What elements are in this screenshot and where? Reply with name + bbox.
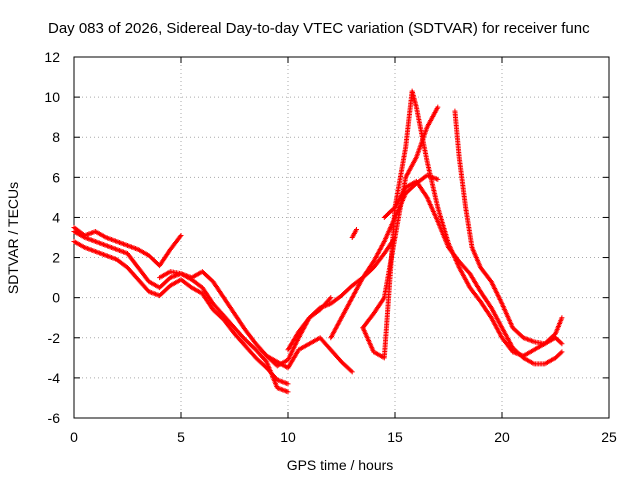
x-tick-label: 0 [70, 429, 78, 445]
data-point [178, 232, 184, 238]
series-track-2 [71, 239, 291, 387]
data-point [353, 226, 359, 232]
plot-frame [73, 56, 610, 419]
data-point [327, 296, 333, 302]
y-axis-label: SDTVAR / TECUs [5, 182, 21, 294]
y-tick-label: 2 [52, 250, 60, 266]
series-track-12 [381, 88, 565, 359]
data-point [559, 341, 565, 347]
y-tick-label: 4 [52, 209, 60, 225]
x-tick-label: 20 [494, 429, 510, 445]
data-point [558, 340, 564, 346]
series-track-3 [71, 224, 184, 269]
series-track-7 [328, 172, 441, 341]
x-axis-label: GPS time / hours [287, 457, 394, 473]
data-point [559, 315, 565, 321]
data-point [559, 349, 565, 355]
y-tick-label: -6 [48, 410, 61, 426]
axis-ticks: 0 5 10 15 20 25 -6 -4 -2 0 2 4 6 8 10 12 [44, 49, 617, 445]
y-tick-label: 8 [52, 129, 60, 145]
data-point [328, 295, 334, 301]
x-tick-label: 10 [280, 429, 296, 445]
data-point [349, 369, 355, 375]
data-point [558, 350, 564, 356]
data-point [435, 104, 441, 110]
series-track-10 [349, 226, 359, 240]
data-series [71, 88, 565, 395]
y-tick-label: 6 [52, 169, 60, 185]
y-tick-label: -2 [48, 330, 61, 346]
data-point [285, 381, 291, 387]
series-track-8 [360, 104, 441, 331]
series-track-6 [285, 235, 398, 353]
x-tick-label: 25 [601, 429, 617, 445]
data-point [391, 205, 397, 211]
series-track-13 [452, 108, 565, 347]
data-point [285, 389, 291, 395]
x-tick-label: 15 [387, 429, 403, 445]
data-point [263, 358, 269, 364]
y-tick-label: 12 [44, 49, 60, 65]
chart-title: Day 083 of 2026, Sidereal Day-to-day VTE… [48, 20, 590, 37]
series-track-9 [360, 204, 398, 361]
y-tick-label: 10 [44, 89, 60, 105]
series-track-5 [264, 335, 355, 375]
data-point [348, 368, 354, 374]
data-point [435, 176, 441, 182]
x-tick-label: 5 [177, 429, 185, 445]
y-tick-label: -4 [48, 370, 61, 386]
y-tick-label: 0 [52, 290, 60, 306]
